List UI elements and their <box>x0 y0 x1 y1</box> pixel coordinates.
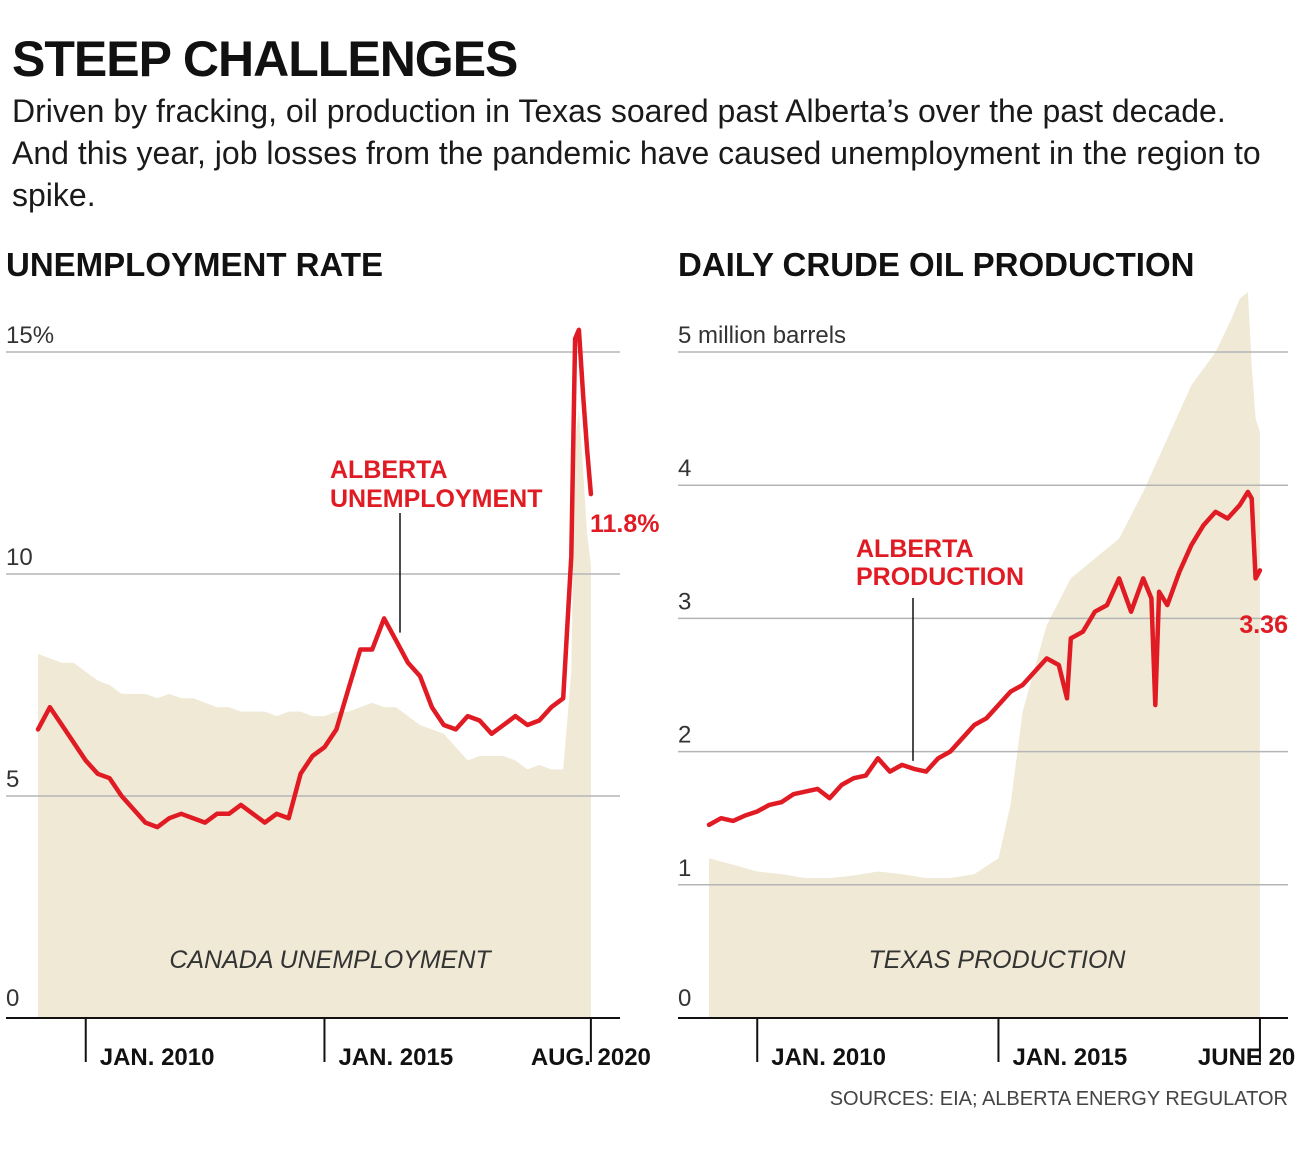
chart2-x-tick-label: JAN. 2010 <box>771 1044 886 1071</box>
chart2-y-tick-label: 5 million barrels <box>678 322 846 349</box>
chart1-y-tick-label: 5 <box>6 766 19 793</box>
source-note: SOURCES: EIA; ALBERTA ENERGY REGULATOR <box>830 1088 1288 1110</box>
chart2-line-label: ALBERTA <box>856 535 974 563</box>
chart1-line-label: ALBERTA <box>330 456 448 484</box>
chart1-title: UNEMPLOYMENT RATE <box>6 246 383 283</box>
chart1-x-tick-label: JAN. 2010 <box>100 1044 215 1071</box>
chart1-line-label: UNEMPLOYMENT <box>330 485 543 513</box>
chart2-y-tick-label: 1 <box>678 855 691 882</box>
chart1-end-value-label: 11.8% <box>590 510 660 538</box>
chart2-end-value-label: 3.36 <box>1239 611 1288 639</box>
chart1-x-tick-label: AUG. 2020 <box>531 1044 651 1071</box>
chart2-y-tick-label: 4 <box>678 455 691 482</box>
chart2-x-tick-label: JUNE 2020 <box>1198 1044 1296 1071</box>
chart2-title: DAILY CRUDE OIL PRODUCTION <box>678 246 1194 283</box>
chart2-area-series <box>709 292 1260 1019</box>
chart2-x-tick-label: JAN. 2015 <box>1012 1044 1127 1071</box>
chart1-y-tick-label: 0 <box>6 985 19 1012</box>
chart2-y-tick-label: 0 <box>678 985 691 1012</box>
chart1-line-series <box>35 327 594 830</box>
chart1-area-label: CANADA UNEMPLOYMENT <box>169 946 492 974</box>
chart1-area-series <box>38 409 591 1018</box>
page-subtitle: Driven by fracking, oil production in Te… <box>12 93 1261 213</box>
chart1-y-tick-label: 10 <box>6 544 33 571</box>
page-title: STEEP CHALLENGES <box>12 31 518 87</box>
chart2-y-tick-label: 3 <box>678 588 691 615</box>
chart1-y-tick-label: 15% <box>6 322 54 349</box>
chart2-line-label: PRODUCTION <box>856 563 1024 591</box>
chart2-line-series <box>706 489 1263 828</box>
chart1-x-tick-label: JAN. 2015 <box>338 1044 453 1071</box>
chart2-y-tick-label: 2 <box>678 722 691 749</box>
chart2-area-label: TEXAS PRODUCTION <box>869 946 1127 974</box>
